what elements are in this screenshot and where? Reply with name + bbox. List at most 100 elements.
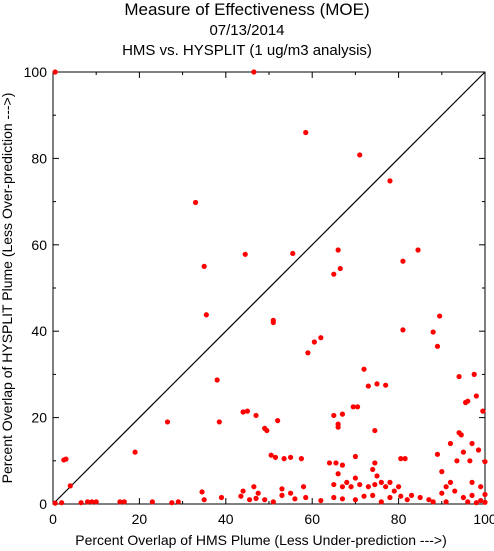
- data-point: [169, 500, 175, 506]
- data-point: [318, 497, 324, 504]
- data-point: [478, 484, 484, 490]
- data-point: [391, 488, 397, 494]
- data-point: [354, 404, 361, 410]
- data-point: [439, 490, 445, 496]
- data-point: [164, 419, 171, 425]
- data-point: [475, 447, 482, 453]
- data-point: [447, 440, 454, 447]
- data-point: [387, 494, 393, 501]
- data-point: [434, 343, 441, 349]
- data-point: [417, 494, 423, 501]
- data-point: [372, 427, 378, 434]
- data-point: [337, 265, 343, 272]
- data-point: [339, 411, 346, 417]
- data-point: [201, 497, 207, 503]
- data-point: [335, 247, 341, 253]
- x-tick-label: 40: [218, 511, 234, 527]
- data-point: [372, 460, 378, 466]
- data-point: [339, 484, 346, 490]
- data-point: [192, 199, 199, 206]
- data-point: [201, 263, 207, 269]
- data-point: [473, 393, 479, 399]
- data-point: [253, 495, 259, 501]
- x-tick-label: 60: [304, 511, 320, 527]
- data-point: [255, 490, 261, 496]
- data-point: [430, 499, 436, 505]
- data-point: [404, 497, 410, 503]
- x-tick-label: 100: [473, 511, 494, 527]
- data-point: [117, 499, 123, 505]
- data-point: [149, 499, 155, 505]
- data-point: [482, 459, 488, 465]
- data-point: [339, 462, 346, 468]
- data-point: [290, 250, 296, 257]
- data-point: [303, 129, 309, 136]
- data-point: [365, 484, 371, 490]
- data-point: [264, 427, 270, 434]
- data-point: [335, 424, 341, 430]
- data-point: [268, 452, 274, 458]
- data-point: [460, 449, 466, 455]
- x-axis-label: Percent Overlap of HMS Plume (Less Under…: [75, 532, 447, 548]
- data-point: [335, 471, 341, 477]
- data-point: [439, 469, 445, 475]
- data-point: [400, 258, 406, 264]
- data-point: [333, 460, 339, 466]
- data-point: [361, 493, 367, 499]
- data-point: [240, 409, 246, 415]
- data-point: [383, 484, 389, 490]
- data-point: [331, 271, 337, 277]
- data-point: [398, 456, 404, 462]
- data-point: [318, 335, 324, 341]
- data-point: [469, 492, 475, 498]
- data-point: [402, 456, 408, 462]
- data-point: [480, 408, 486, 414]
- data-point: [460, 494, 466, 501]
- data-point: [387, 479, 393, 485]
- data-point: [244, 408, 250, 414]
- data-point: [238, 493, 244, 499]
- data-point: [132, 449, 138, 455]
- data-point: [311, 339, 317, 345]
- data-point: [374, 381, 380, 387]
- data-point: [478, 497, 484, 504]
- data-point: [203, 312, 209, 318]
- y-tick-label: 20: [31, 410, 47, 426]
- data-point: [199, 489, 205, 495]
- data-point: [216, 419, 222, 425]
- x-tick-label: 0: [49, 511, 57, 527]
- data-point: [348, 484, 354, 490]
- data-point: [303, 494, 309, 501]
- data-point: [52, 500, 58, 506]
- data-point: [415, 247, 421, 253]
- data-point: [352, 475, 358, 481]
- data-point: [67, 483, 73, 489]
- data-point: [462, 399, 469, 406]
- data-point: [398, 493, 404, 499]
- y-tick-label: 40: [31, 323, 47, 339]
- data-point: [400, 327, 406, 333]
- data-point: [352, 453, 358, 460]
- data-point: [396, 484, 402, 490]
- y-tick-label: 60: [31, 237, 47, 253]
- data-point: [270, 319, 276, 326]
- data-point: [251, 69, 257, 75]
- data-point: [218, 494, 225, 501]
- data-point: [275, 418, 281, 424]
- data-point: [365, 383, 371, 389]
- data-point: [331, 481, 337, 488]
- data-point: [482, 491, 488, 498]
- data-point: [469, 440, 475, 447]
- data-point: [372, 481, 378, 488]
- chart-date: 07/13/2014: [209, 22, 285, 39]
- x-tick-label: 20: [132, 511, 148, 527]
- data-point: [357, 481, 363, 488]
- data-point: [89, 499, 95, 505]
- data-point: [370, 492, 376, 498]
- data-point: [387, 178, 393, 184]
- chart-subtitle: HMS vs. HYSPLIT (1 ug/m3 analysis): [122, 42, 372, 59]
- data-point: [121, 499, 127, 505]
- data-point: [378, 479, 384, 485]
- data-point: [262, 497, 268, 503]
- data-point: [383, 382, 389, 388]
